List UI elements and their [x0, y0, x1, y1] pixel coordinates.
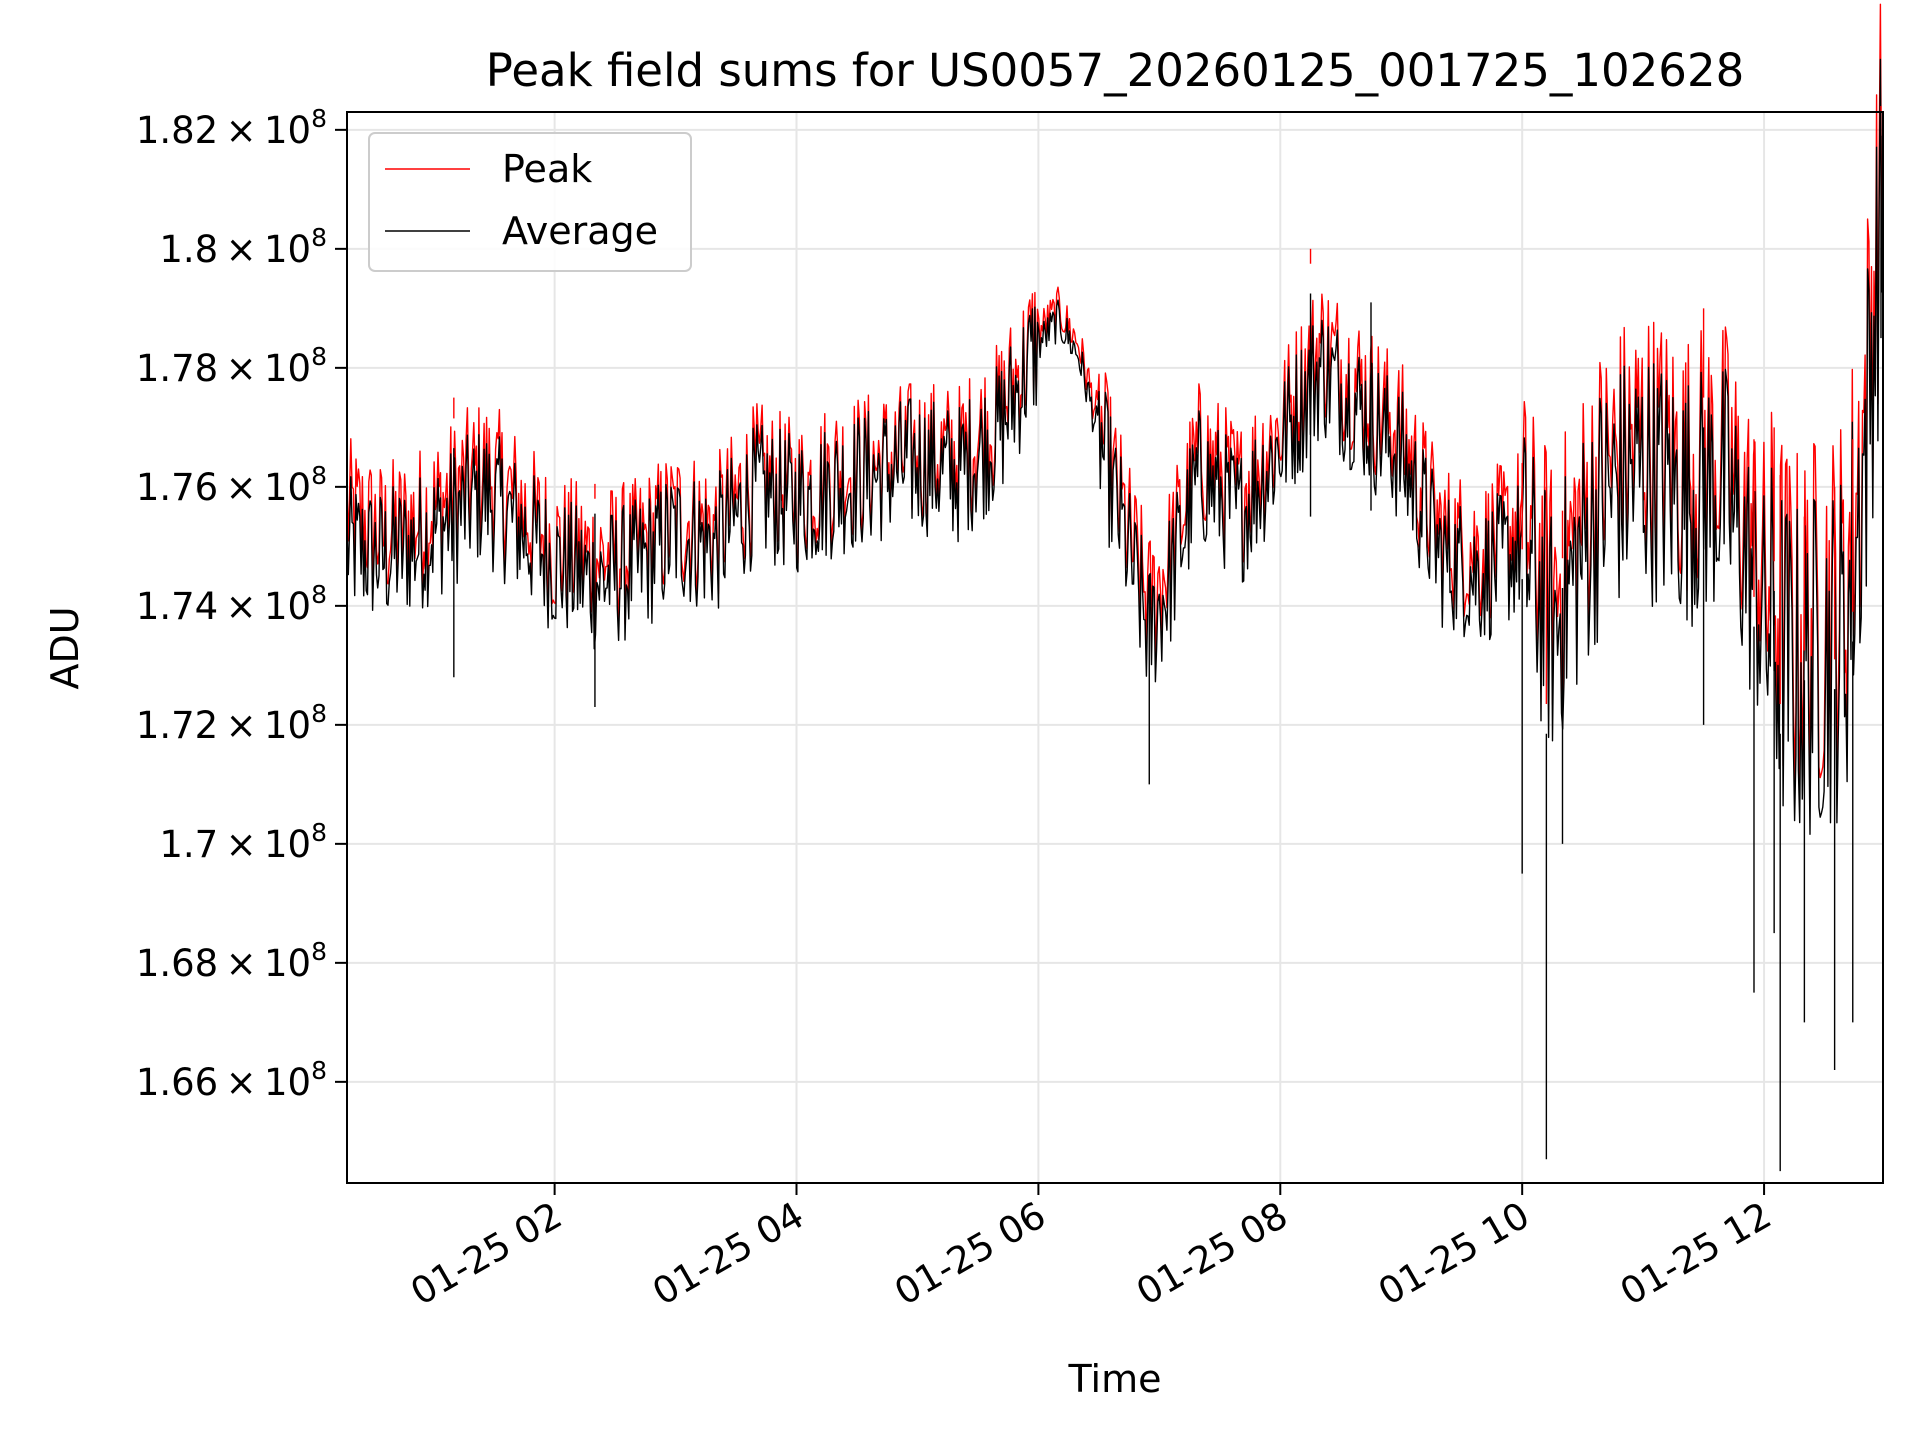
series-line-peak: [346, 3, 1884, 796]
y-tick-label: 1.82 × 108: [136, 104, 327, 152]
legend-box: [368, 132, 692, 272]
y-tick-label: 1.78 × 108: [136, 342, 327, 390]
legend: Peak Average: [368, 132, 692, 272]
legend-label-average: Average: [502, 209, 658, 253]
y-tick-label: 1.68 × 108: [136, 937, 327, 985]
plot-area-lines: [346, 3, 1884, 1172]
gridlines: [347, 112, 1883, 1183]
y-tick-label: 1.66 × 108: [136, 1056, 327, 1104]
legend-label-peak: Peak: [502, 147, 592, 191]
axes-frame: [346, 111, 1884, 1184]
y-tick-label: 1.7 × 108: [159, 818, 327, 866]
x-axis-label: Time: [1068, 1357, 1162, 1401]
y-tick-label: 1.76 × 108: [136, 461, 327, 509]
y-tick-label: 1.74 × 108: [136, 580, 327, 628]
series-line-average: [346, 58, 1884, 835]
y-tick-label: 1.8 × 108: [159, 223, 327, 271]
y-axis-label: ADU: [43, 606, 87, 689]
chart-title: Peak field sums for US0057_20260125_0017…: [486, 44, 1744, 97]
y-tick-label: 1.72 × 108: [136, 699, 327, 747]
